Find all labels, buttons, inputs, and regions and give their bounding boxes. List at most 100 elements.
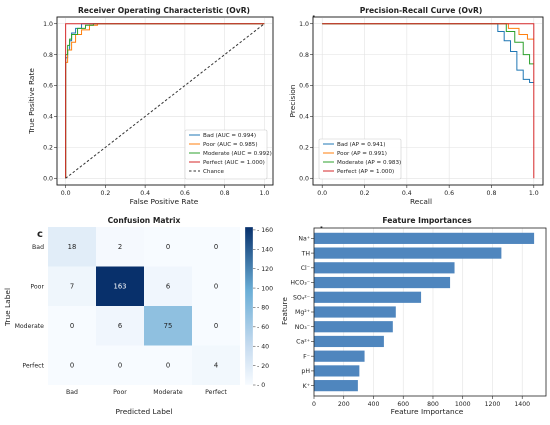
- feature-label: pH: [301, 368, 310, 375]
- x-tick-label: 400: [368, 401, 380, 408]
- legend: Bad (AP = 0.941) Poor (AP = 0.991) Moderat…: [318, 138, 402, 180]
- feature-bar: [314, 232, 535, 244]
- x-tick-label: 0: [312, 401, 316, 408]
- roc-title: Receiver Operating Characteristic (OvR): [78, 6, 250, 15]
- feature-bar: [314, 291, 422, 303]
- x-tick-label: 1400: [514, 401, 530, 408]
- colorbar-tick-label: - 40: [257, 343, 269, 350]
- feature-bar: [314, 306, 396, 318]
- y-tick-label: 0.6: [299, 83, 309, 90]
- pr-ylabel: Precision: [288, 84, 297, 117]
- series-line-3: [65, 23, 265, 179]
- cm-cell-value: 7: [70, 283, 74, 291]
- fi-ylabel: Feature: [280, 297, 289, 325]
- cm-ylabel: True Label: [3, 288, 12, 327]
- x-tick-label: 0.2: [360, 190, 370, 197]
- y-tick-label: 0.8: [299, 52, 309, 59]
- pr-panel: b Precision-Recall Curve (OvR) Recall Pr…: [288, 6, 544, 206]
- series-line-3: [322, 23, 535, 179]
- confusion-panel: c Confusion Matrix Predicted Label True …: [3, 216, 273, 416]
- roc-panel: a Receiver Operating Characteristic (OvR…: [27, 6, 274, 206]
- y-tick-label: 0.2: [43, 145, 53, 152]
- x-tick-label: 0.8: [220, 190, 230, 197]
- colorbar-tick-label: - 0: [257, 382, 265, 389]
- colorbar-tick-label: - 100: [257, 285, 273, 292]
- x-tick-label: 1.0: [259, 190, 269, 197]
- feature-label: SO₄²⁻: [293, 294, 310, 301]
- x-tick-label: 0.4: [140, 190, 150, 197]
- x-tick-label: 1200: [485, 401, 501, 408]
- cm-cell-value: 18: [68, 243, 77, 251]
- cm-cell: [144, 227, 192, 267]
- feature-bar: [314, 321, 393, 333]
- series-line-2: [65, 23, 265, 179]
- x-tick-label: 0.0: [317, 190, 327, 197]
- cm-cell-value: 2: [118, 243, 122, 251]
- colorbar-tick-label: - 80: [257, 305, 269, 312]
- feature-bar: [314, 365, 360, 377]
- y-tick-label: 0.0: [43, 175, 53, 182]
- x-tick-label: 1000: [455, 401, 471, 408]
- legend-label-3: Perfect (AP = 1.000): [337, 169, 394, 175]
- cm-cell-value: 0: [118, 362, 122, 370]
- colorbar-tick-label: - 20: [257, 363, 269, 370]
- cm-cell-value: 0: [70, 322, 74, 330]
- series-line-2: [322, 23, 534, 65]
- series-line-4: [65, 23, 265, 179]
- cm-cell-value: 75: [164, 322, 173, 330]
- feature-label: NO₃⁻: [295, 324, 310, 331]
- y-tick-label: 1.0: [299, 21, 309, 28]
- x-tick-label: 800: [427, 401, 439, 408]
- legend-label-4: Chance: [203, 169, 224, 175]
- roc-ylabel: True Positive Rate: [27, 68, 36, 135]
- y-tick-label: 0.0: [299, 175, 309, 182]
- cm-cell-value: 0: [214, 243, 218, 251]
- cm-cell: [192, 306, 240, 346]
- cm-col-label: Poor: [113, 389, 127, 396]
- cm-cell-value: 6: [118, 322, 122, 330]
- colorbar-tick-label: - 120: [257, 266, 273, 273]
- x-tick-label: 0.2: [100, 190, 110, 197]
- legend-label-0: Bad (AUC = 0.994): [203, 133, 256, 139]
- x-tick-label: 0.4: [402, 190, 412, 197]
- cm-cell-value: 0: [166, 362, 170, 370]
- colorbar-tick-label: - 160: [257, 227, 273, 234]
- fi-title: Feature Importances: [382, 216, 472, 225]
- legend-label-1: Poor (AP = 0.991): [337, 151, 387, 157]
- cm-cell-value: 0: [166, 243, 170, 251]
- y-tick-label: 1.0: [43, 21, 53, 28]
- cm-title: Confusion Matrix: [108, 216, 181, 225]
- cm-cell: [192, 345, 240, 385]
- feature-bar: [314, 380, 358, 392]
- cm-row-label: Perfect: [22, 362, 44, 369]
- x-tick-label: 0.0: [61, 190, 71, 197]
- y-tick-label: 0.8: [43, 52, 53, 59]
- x-tick-label: 0.6: [444, 190, 454, 197]
- legend-label-3: Perfect (AUC = 1.000): [203, 160, 265, 166]
- cm-cell-value: 6: [166, 283, 170, 291]
- feature-label: Cl⁻: [301, 265, 310, 272]
- legend: Bad (AUC = 0.994) Poor (AUC = 0.985) Moder…: [184, 129, 272, 180]
- cm-cell: [96, 306, 144, 346]
- legend-label-2: Moderate (AP = 0.983): [337, 160, 401, 166]
- cm-col-label: Bad: [66, 389, 78, 396]
- cm-row-label: Bad: [32, 244, 44, 251]
- cm-cell-value: 163: [114, 283, 127, 291]
- fi-xlabel: Feature Importance: [391, 407, 464, 416]
- plot-frame: [56, 16, 274, 186]
- feature-bar: [314, 247, 502, 259]
- x-tick-label: 200: [338, 401, 350, 408]
- feature-bar: [314, 350, 365, 362]
- feature-label: HCO₃⁻: [290, 280, 310, 287]
- y-tick-label: 0.2: [299, 145, 309, 152]
- y-tick-label: 0.6: [43, 83, 53, 90]
- plot-frame: [313, 227, 547, 397]
- roc-xlabel: False Positive Rate: [130, 197, 199, 206]
- cm-cell: [96, 227, 144, 267]
- cm-cell: [144, 345, 192, 385]
- x-tick-label: 0.8: [487, 190, 497, 197]
- legend-label-0: Bad (AP = 0.941): [337, 142, 385, 148]
- y-tick-label: 0.4: [299, 114, 309, 121]
- x-tick-label: 600: [397, 401, 409, 408]
